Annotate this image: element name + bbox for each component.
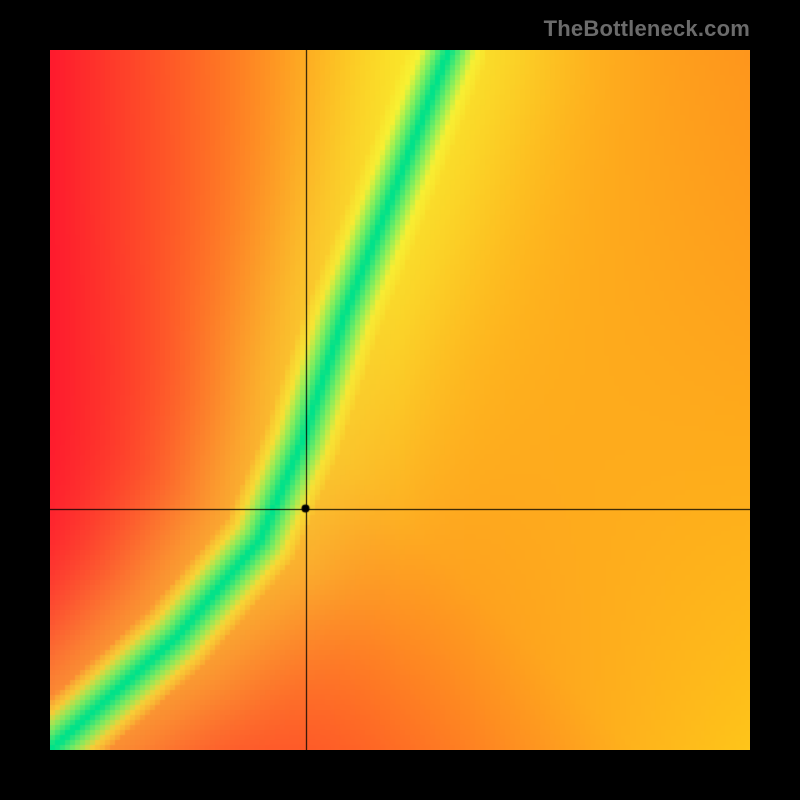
watermark-text: TheBottleneck.com bbox=[544, 16, 750, 42]
stage: TheBottleneck.com bbox=[0, 0, 800, 800]
bottleneck-heatmap bbox=[50, 50, 750, 750]
